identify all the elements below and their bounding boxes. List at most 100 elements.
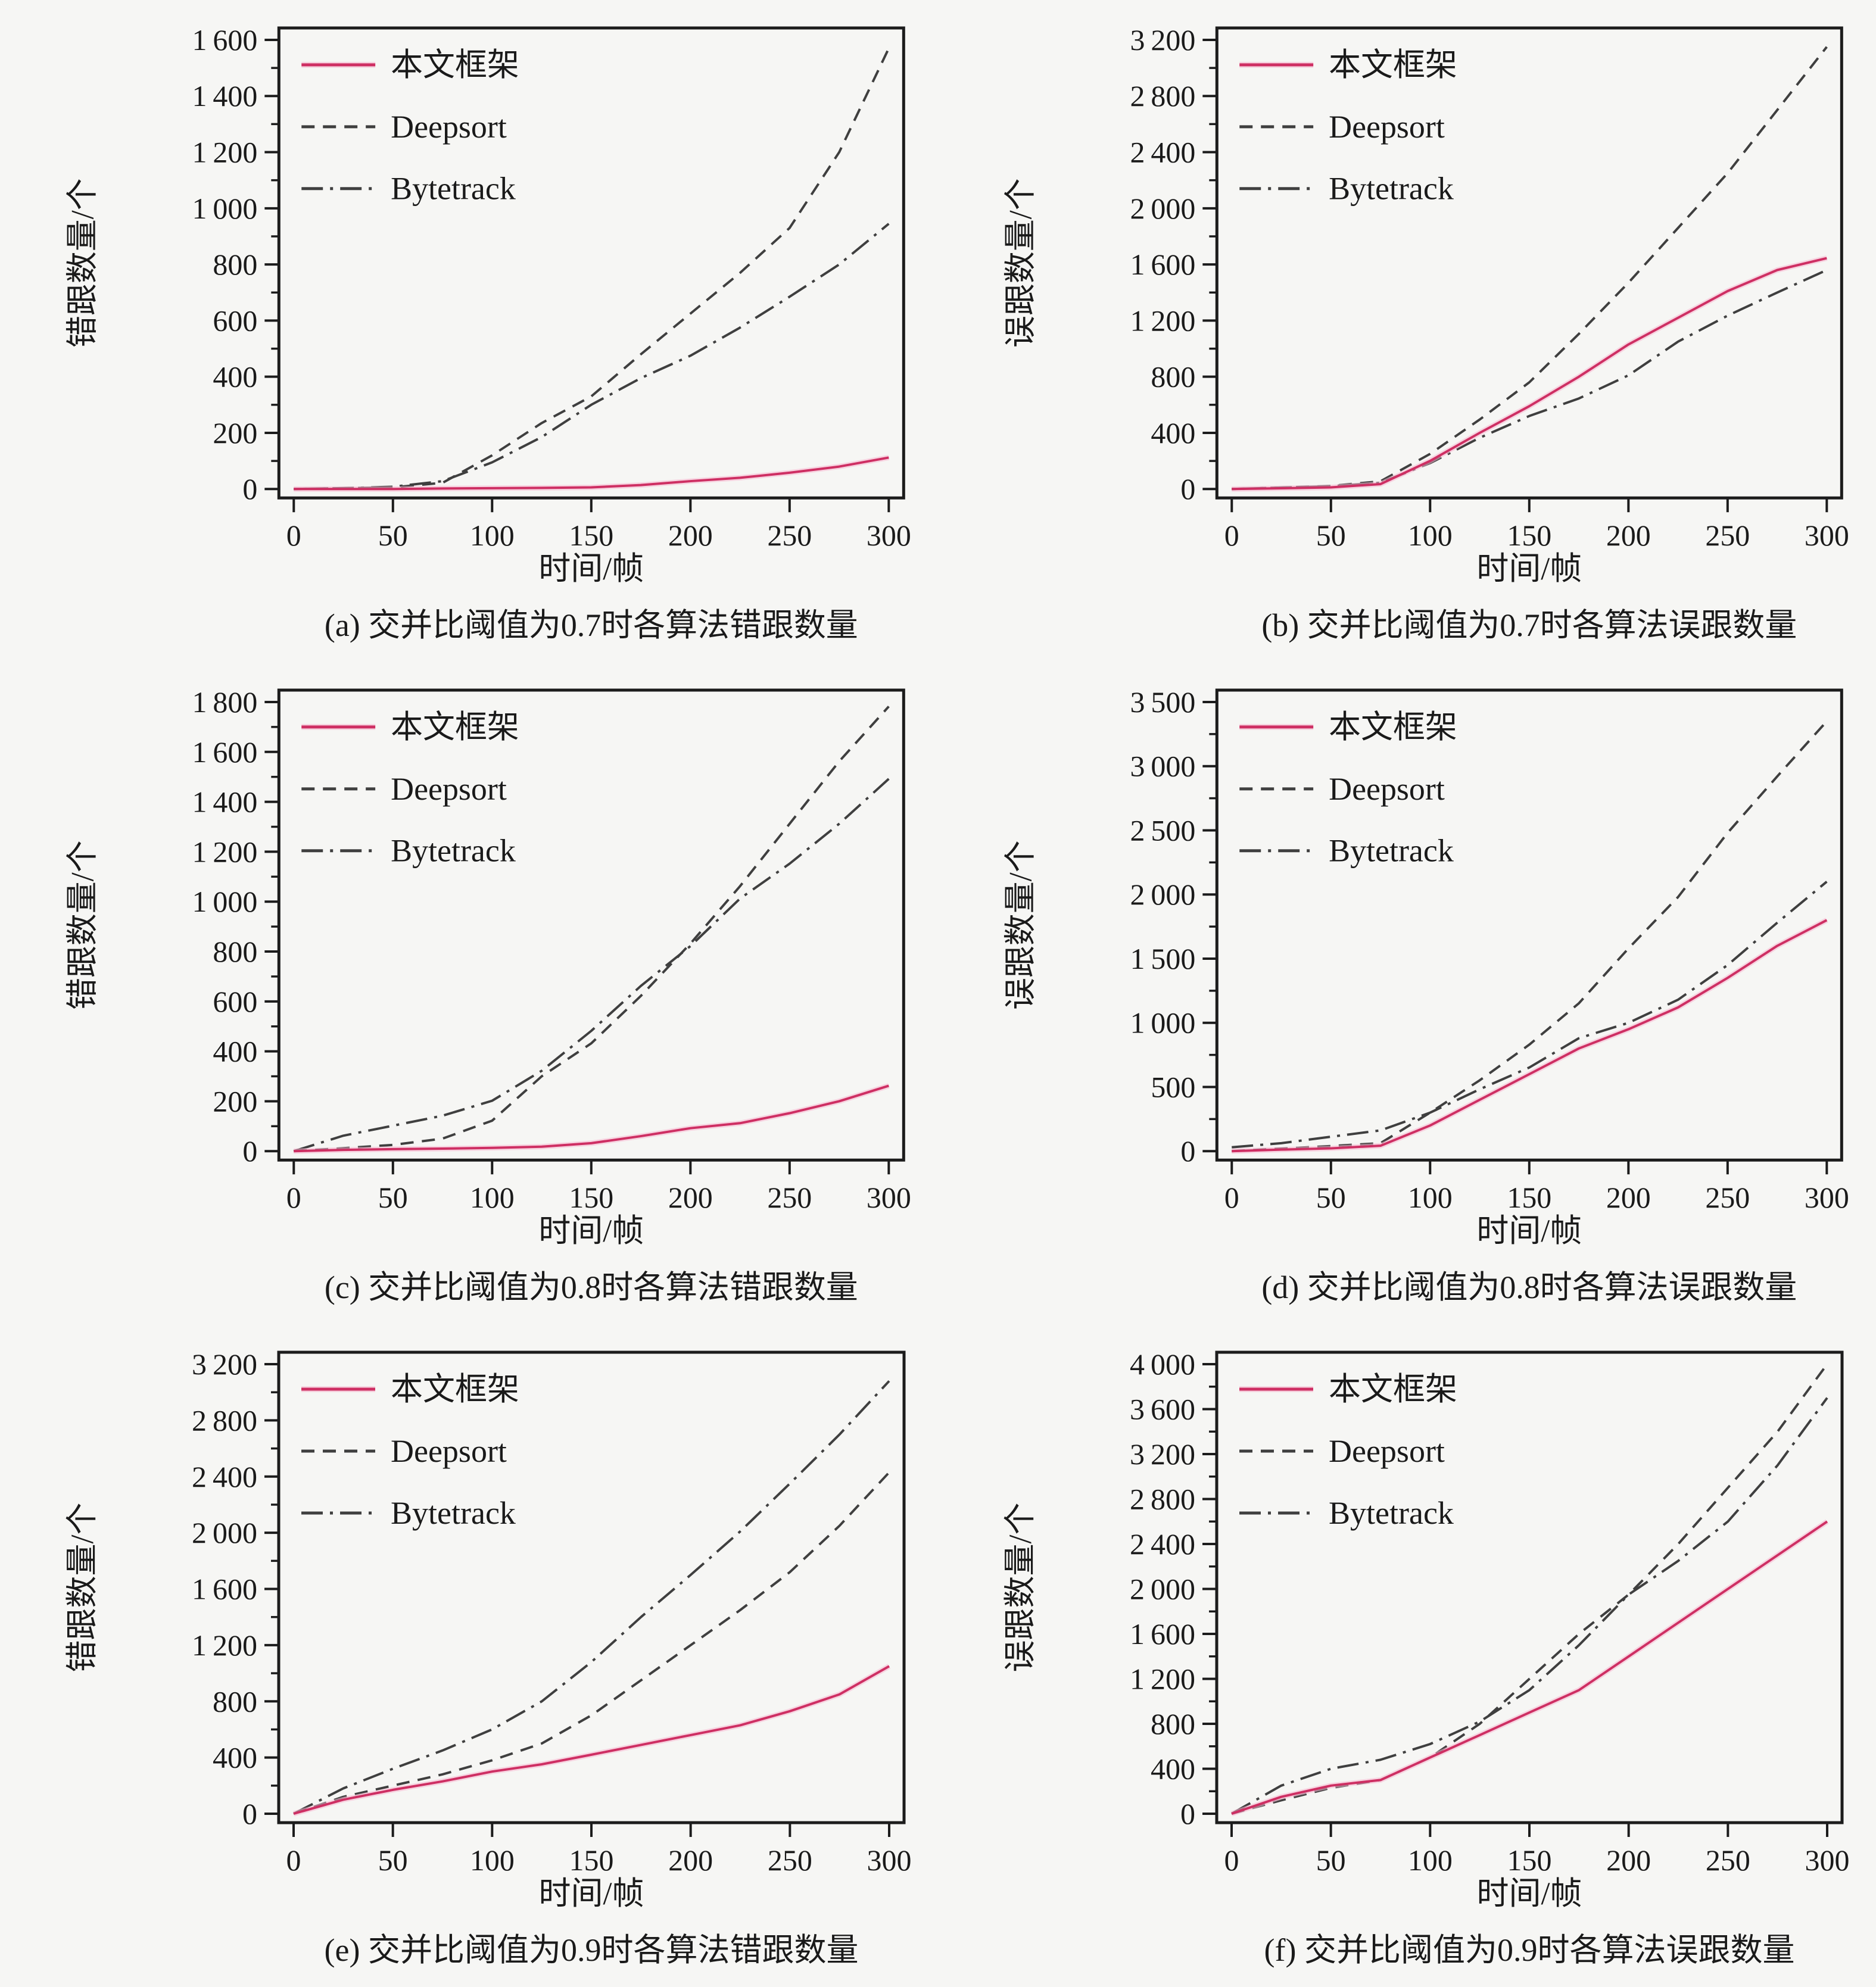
legend-label-Bytetrack: Bytetrack xyxy=(1329,1495,1454,1531)
x-tick-label: 0 xyxy=(286,519,301,552)
series-line-Bytetrack xyxy=(1230,1397,1828,1815)
y-tick-label: 2 800 xyxy=(1129,1483,1195,1516)
x-axis-label: 时间/帧 xyxy=(1476,1876,1582,1911)
legend-label-Deepsort: Deepsort xyxy=(1329,109,1445,145)
x-tick-label: 150 xyxy=(1507,1181,1551,1214)
series-line-Deepsort xyxy=(292,1471,890,1815)
legend-label-Deepsort: Deepsort xyxy=(391,771,507,807)
series-line-本文框架 xyxy=(293,1084,889,1153)
y-tick-label: 2 000 xyxy=(191,1516,257,1549)
y-tick-label: 400 xyxy=(213,1741,257,1774)
x-tick-label: 0 xyxy=(1224,519,1239,552)
x-tick-label: 100 xyxy=(469,519,514,552)
y-tick-label: 0 xyxy=(1180,1797,1195,1830)
legend-label-Bytetrack: Bytetrack xyxy=(391,1495,516,1531)
x-tick-label: 150 xyxy=(1507,1843,1551,1877)
y-tick-label: 1 200 xyxy=(192,136,257,169)
y-tick-label: 600 xyxy=(213,304,257,337)
x-tick-label: 250 xyxy=(1705,1181,1750,1214)
y-axis-label: 误跟数量/个 xyxy=(1002,840,1038,1010)
y-tick-label: 600 xyxy=(213,985,257,1018)
y-tick-label: 3 200 xyxy=(1130,23,1195,57)
series-halo-本文框架 xyxy=(1231,918,1828,1154)
x-tick-label: 200 xyxy=(1606,519,1650,552)
x-tick-label: 150 xyxy=(569,1843,613,1877)
y-tick-label: 1 600 xyxy=(192,23,257,57)
x-tick-label: 300 xyxy=(866,1181,911,1214)
y-tick-label: 1 200 xyxy=(1129,1662,1195,1696)
y-tick-label: 1 600 xyxy=(191,1573,257,1606)
x-tick-label: 0 xyxy=(1224,1843,1239,1877)
y-tick-label: 1 200 xyxy=(191,1629,257,1662)
y-tick-label: 2 000 xyxy=(1130,878,1195,911)
x-tick-label: 300 xyxy=(1805,1843,1849,1877)
series-halo-本文框架 xyxy=(1231,255,1827,492)
x-tick-label: 100 xyxy=(1407,519,1452,552)
y-tick-label: 1 000 xyxy=(192,192,257,225)
x-tick-label: 100 xyxy=(469,1181,514,1214)
x-axis-label: 时间/帧 xyxy=(538,551,644,587)
series-line-Deepsort xyxy=(1231,720,1828,1153)
legend-label-Deepsort: Deepsort xyxy=(1329,771,1445,807)
legend-label-Bytetrack: Bytetrack xyxy=(391,171,516,207)
legend-label-本文框架: 本文框架 xyxy=(1329,709,1457,745)
panel-c: 错跟数量/个 时间/帧 (c) 交并比阈值为0.8时各算法错跟数量 0 200 40… xyxy=(24,672,914,1315)
series-line-本文框架 xyxy=(1231,919,1827,1153)
x-tick-label: 0 xyxy=(286,1181,301,1214)
y-tick-label: 3 000 xyxy=(1130,750,1195,783)
legend-label-Bytetrack: Bytetrack xyxy=(391,833,516,869)
y-tick-label: 800 xyxy=(1151,1707,1195,1740)
y-tick-label: 3 600 xyxy=(1129,1393,1195,1426)
y-tick-label: 800 xyxy=(1151,360,1195,394)
plot-frame xyxy=(1215,688,1843,1162)
series-line-Bytetrack xyxy=(1231,269,1827,491)
x-axis-label: 时间/帧 xyxy=(1476,551,1582,587)
series-halo-本文框架 xyxy=(293,454,889,492)
y-tick-label: 2 000 xyxy=(1130,192,1195,225)
y-tick-label: 2 400 xyxy=(1129,1527,1195,1561)
legend-label-Bytetrack: Bytetrack xyxy=(1329,833,1454,869)
chart-f-false-tracks-iou-0.9: 误跟数量/个 时间/帧 (f) 交并比阈值为0.9时各算法误跟数量 0 400 80… xyxy=(1002,1347,1850,1968)
legend-label-本文框架: 本文框架 xyxy=(391,709,519,745)
series-line-本文框架 xyxy=(293,456,889,491)
x-tick-label: 50 xyxy=(1316,1843,1345,1877)
y-tick-label: 2 500 xyxy=(1130,813,1195,847)
x-tick-label: 50 xyxy=(378,1843,407,1877)
panel-e: 错跟数量/个 时间/帧 (e) 交并比阈值为0.9时各算法错跟数量 0 400 80… xyxy=(24,1334,914,1977)
legend-label-Deepsort: Deepsort xyxy=(391,1433,507,1469)
x-tick-label: 200 xyxy=(1606,1181,1650,1214)
series-line-本文框架 xyxy=(292,1665,890,1815)
series-line-Bytetrack xyxy=(292,1380,890,1815)
x-tick-label: 200 xyxy=(668,519,712,552)
x-tick-label: 150 xyxy=(1507,519,1551,552)
panel-caption: (e) 交并比阈值为0.9时各算法错跟数量 xyxy=(324,1932,858,1968)
y-axis-label: 误跟数量/个 xyxy=(1002,178,1038,348)
y-tick-label: 1 800 xyxy=(192,685,257,719)
y-tick-label: 200 xyxy=(213,416,257,450)
y-tick-label: 1 400 xyxy=(192,785,257,819)
y-tick-label: 800 xyxy=(213,935,257,968)
x-tick-label: 200 xyxy=(1606,1843,1651,1877)
panel-caption: (c) 交并比阈值为0.8时各算法错跟数量 xyxy=(324,1269,858,1305)
x-tick-label: 250 xyxy=(767,1843,812,1877)
y-tick-label: 0 xyxy=(1180,1134,1195,1168)
panel-caption: (a) 交并比阈值为0.7时各算法错跟数量 xyxy=(324,607,858,643)
series-line-Bytetrack xyxy=(1231,881,1828,1149)
panel-d: 误跟数量/个 时间/帧 (d) 交并比阈值为0.8时各算法误跟数量 0 500 1 … xyxy=(962,672,1852,1315)
y-tick-label: 400 xyxy=(1151,416,1195,450)
x-tick-label: 250 xyxy=(1705,1843,1750,1877)
y-tick-label: 3 200 xyxy=(191,1347,257,1381)
series-line-本文框架 xyxy=(1231,257,1827,491)
y-tick-label: 1 200 xyxy=(1130,304,1195,337)
y-tick-label: 1 500 xyxy=(1130,942,1195,975)
panel-a: 错跟数量/个 时间/帧 (a) 交并比阈值为0.7时各算法错跟数量 0 200 40… xyxy=(24,10,914,653)
x-axis-label: 时间/帧 xyxy=(538,1213,644,1249)
y-tick-label: 2 400 xyxy=(1130,136,1195,169)
panel-caption: (d) 交并比阈值为0.8时各算法误跟数量 xyxy=(1261,1269,1797,1305)
x-tick-label: 300 xyxy=(1804,1181,1849,1214)
panel-f: 误跟数量/个 时间/帧 (f) 交并比阈值为0.9时各算法误跟数量 0 400 80… xyxy=(962,1334,1852,1977)
chart-b-false-tracks-iou-0.7: 误跟数量/个 时间/帧 (b) 交并比阈值为0.7时各算法误跟数量 0 400 80… xyxy=(1002,23,1849,643)
y-tick-label: 3 200 xyxy=(1129,1437,1195,1471)
y-tick-label: 0 xyxy=(242,1797,257,1830)
